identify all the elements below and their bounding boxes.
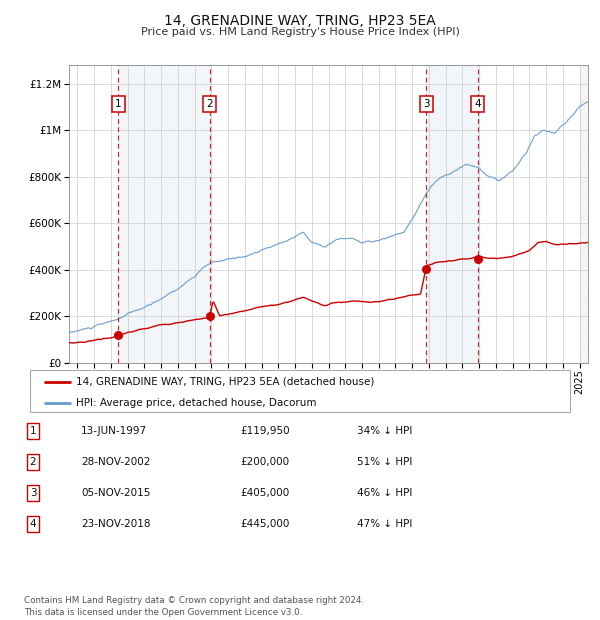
Text: 14, GRENADINE WAY, TRING, HP23 5EA: 14, GRENADINE WAY, TRING, HP23 5EA xyxy=(164,14,436,28)
Text: 13-JUN-1997: 13-JUN-1997 xyxy=(81,426,147,436)
Text: 28-NOV-2002: 28-NOV-2002 xyxy=(81,457,151,467)
Text: 23-NOV-2018: 23-NOV-2018 xyxy=(81,519,151,529)
Text: 3: 3 xyxy=(423,99,430,108)
Text: £200,000: £200,000 xyxy=(240,457,289,467)
Text: £405,000: £405,000 xyxy=(240,488,289,498)
Text: 47% ↓ HPI: 47% ↓ HPI xyxy=(357,519,412,529)
Text: 4: 4 xyxy=(29,519,37,529)
Text: 4: 4 xyxy=(474,99,481,108)
Bar xyxy=(580,65,588,363)
Text: 2: 2 xyxy=(206,99,213,108)
Text: 14, GRENADINE WAY, TRING, HP23 5EA (detached house): 14, GRENADINE WAY, TRING, HP23 5EA (deta… xyxy=(76,377,374,387)
Text: 3: 3 xyxy=(29,488,37,498)
Text: 34% ↓ HPI: 34% ↓ HPI xyxy=(357,426,412,436)
Text: 1: 1 xyxy=(115,99,122,108)
Text: Contains HM Land Registry data © Crown copyright and database right 2024.
This d: Contains HM Land Registry data © Crown c… xyxy=(24,596,364,617)
Text: £119,950: £119,950 xyxy=(240,426,290,436)
Text: 05-NOV-2015: 05-NOV-2015 xyxy=(81,488,151,498)
Text: 1: 1 xyxy=(29,426,37,436)
FancyBboxPatch shape xyxy=(30,370,570,412)
Bar xyxy=(118,65,209,363)
Bar xyxy=(427,65,478,363)
Text: 46% ↓ HPI: 46% ↓ HPI xyxy=(357,488,412,498)
Text: Price paid vs. HM Land Registry's House Price Index (HPI): Price paid vs. HM Land Registry's House … xyxy=(140,27,460,37)
Text: £445,000: £445,000 xyxy=(240,519,289,529)
Text: 51% ↓ HPI: 51% ↓ HPI xyxy=(357,457,412,467)
Text: 2: 2 xyxy=(29,457,37,467)
Text: HPI: Average price, detached house, Dacorum: HPI: Average price, detached house, Daco… xyxy=(76,398,316,408)
